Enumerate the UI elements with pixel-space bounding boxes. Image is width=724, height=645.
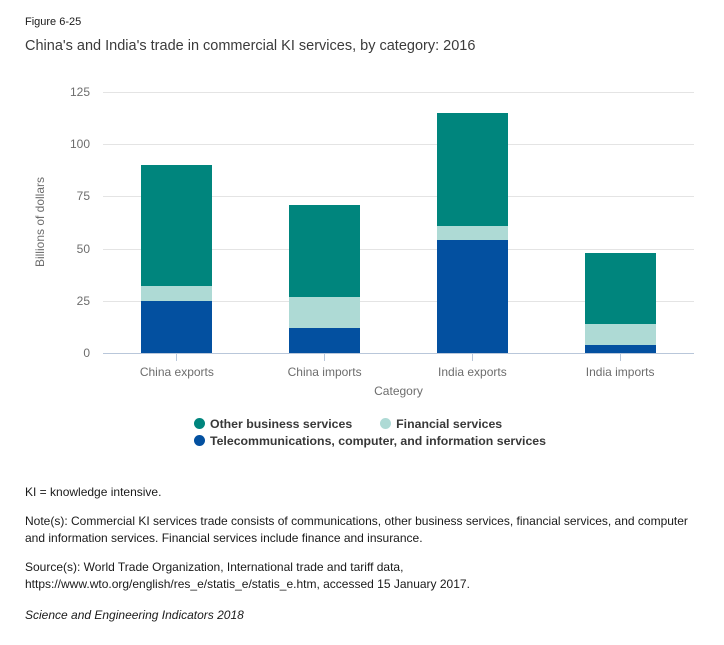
y-tick-label: 125 (69, 85, 90, 99)
gridline (103, 248, 694, 250)
x-axis-title: Category (374, 384, 423, 398)
plot-area: Billions of dollars Category 0 25 50 75 100 1… (33, 85, 694, 398)
publication-footer: Science and Engineering Indicators 2018 (25, 608, 244, 622)
gridline (103, 300, 694, 302)
notes-text: Note(s): Commercial KI services trade co… (25, 513, 688, 547)
bar-segment (141, 286, 213, 301)
legend-row: Other business services Financial servic… (194, 415, 546, 432)
bar-segment (584, 323, 656, 345)
x-tick-label: India exports (438, 365, 507, 379)
gridline (103, 92, 694, 93)
bar-segment (584, 344, 656, 353)
x-tick-label: China imports (287, 365, 362, 379)
y-tick-label: 50 (76, 241, 90, 256)
y-tick-label: 25 (76, 293, 90, 308)
notes-line: and information services. Financial serv… (25, 531, 423, 545)
legend-item-telecommunications: Telecommunications, computer, and inform… (194, 434, 546, 448)
legend-row: Telecommunications, computer, and inform… (194, 432, 546, 449)
figure-label: Figure 6-25 (25, 16, 82, 28)
x-axis-tick (471, 353, 473, 361)
x-axis-tick (619, 353, 621, 361)
x-tick-label: India imports (585, 365, 655, 379)
y-tick-label: 100 (69, 137, 90, 152)
legend-item-other-business-services: Other business services (194, 417, 352, 431)
gridline (103, 196, 694, 198)
legend-label: Financial services (396, 416, 503, 431)
bar-segment (141, 165, 213, 287)
bar-segment (289, 327, 361, 353)
bar-segment (289, 296, 361, 328)
financial-services-swatch-icon (380, 418, 392, 429)
chart-title: China's and India's trade in commercial … (25, 38, 476, 54)
x-tick-label: China exports (139, 365, 214, 379)
telecommunications-swatch-icon (194, 435, 205, 446)
legend: Other business services Financial servic… (194, 415, 546, 449)
legend-label: Telecommunications, computer, and inform… (210, 433, 546, 448)
bar-segment (436, 112, 508, 226)
bar-segment (436, 240, 508, 353)
bar-segment (289, 204, 361, 297)
other-business-services-swatch-icon (194, 418, 205, 429)
bar-segment (584, 252, 656, 324)
bar-segment (436, 225, 508, 241)
legend-label: Other business services (210, 416, 353, 431)
ki-definition: KI = knowledge intensive. (25, 485, 162, 499)
y-tick-label: 0 (83, 346, 90, 360)
bar-segment (141, 300, 213, 353)
gridline (103, 144, 694, 146)
x-axis-tick (176, 353, 178, 361)
legend-item-financial-services: Financial services (380, 417, 502, 431)
x-axis-baseline (103, 353, 694, 354)
source-text: Source(s): World Trade Organization, Int… (25, 559, 470, 593)
notes-line: Note(s): Commercial KI services trade co… (25, 514, 688, 528)
y-tick-label: 75 (76, 189, 90, 204)
x-axis-tick (324, 353, 326, 361)
source-line: Source(s): World Trade Organization, Int… (25, 560, 404, 574)
source-line: https://www.wto.org/english/res_e/statis… (25, 577, 470, 591)
